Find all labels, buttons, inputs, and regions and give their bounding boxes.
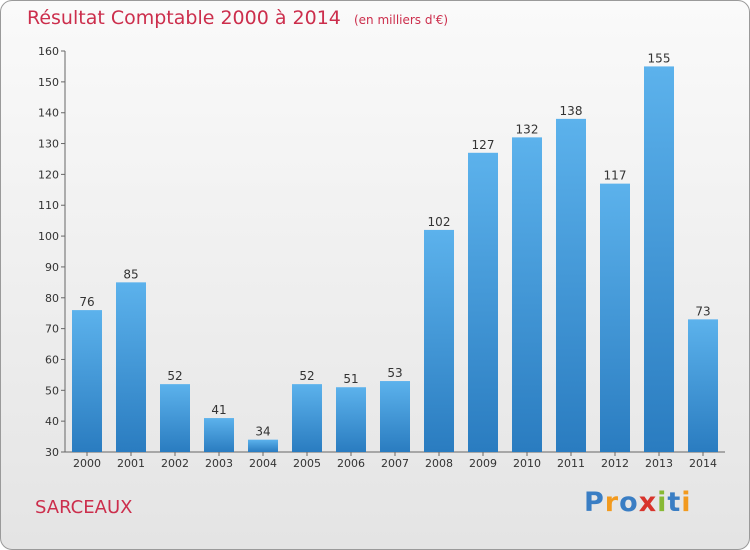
bar-value-label: 53 [387,366,402,380]
x-tick-label: 2006 [337,457,365,470]
bar-value-label: 102 [428,215,451,229]
y-tick-label: 140 [38,107,59,120]
city-name: SARCEAUX [35,497,133,518]
y-tick-label: 80 [45,292,59,305]
bar [292,384,322,452]
bar [116,282,146,452]
chart-title-block: Résultat Comptable 2000 à 2014 (en milli… [27,7,448,29]
y-tick-label: 100 [38,230,59,243]
bar [556,118,586,452]
y-tick-label: 50 [45,384,59,397]
bar-value-label: 34 [255,425,270,439]
bar-value-label: 155 [648,51,671,65]
bar-value-label: 41 [211,403,226,417]
bar-value-label: 52 [167,369,182,383]
x-tick-label: 2012 [601,457,629,470]
bar-value-label: 138 [560,104,583,118]
chart-subtitle: (en milliers d'€) [353,13,449,27]
bar-value-label: 117 [604,169,627,183]
x-tick-label: 2009 [469,457,497,470]
x-tick-label: 2013 [645,457,673,470]
x-tick-label: 2010 [513,457,541,470]
logo-letter: i [681,487,692,518]
y-tick-label: 40 [45,415,59,428]
bar-value-label: 73 [695,304,710,318]
x-tick-label: 2007 [381,457,409,470]
chart-title: Résultat Comptable 2000 à 2014 [27,7,341,29]
x-tick-label: 2005 [293,457,321,470]
bar-value-label: 52 [299,369,314,383]
bar-value-label: 76 [79,295,94,309]
bar [688,319,718,452]
y-tick-label: 160 [38,45,59,58]
x-tick-label: 2008 [425,457,453,470]
bar [72,310,102,452]
bar-value-label: 51 [343,372,358,386]
bar [512,137,542,452]
bar [468,152,498,453]
bar [424,229,454,452]
bar-value-label: 127 [472,138,495,152]
bar [644,66,674,452]
bar [380,381,410,452]
bar [336,387,366,452]
logo-letter: r [604,487,620,518]
y-tick-label: 150 [38,76,59,89]
y-tick-label: 90 [45,261,59,274]
bar-value-label: 85 [123,267,138,281]
x-tick-label: 2003 [205,457,233,470]
x-tick-label: 2000 [73,457,101,470]
bar-value-label: 132 [516,122,539,136]
x-tick-label: 2004 [249,457,277,470]
y-tick-label: 130 [38,138,59,151]
bar [160,384,190,452]
logo-letter: x [638,487,658,518]
logo-letter: o [619,487,639,518]
proxiti-logo: Proxiti [584,487,692,518]
bar [248,439,278,452]
y-tick-label: 60 [45,353,59,366]
y-tick-label: 30 [45,446,59,459]
x-tick-label: 2011 [557,457,585,470]
x-tick-label: 2014 [689,457,717,470]
logo-letter: i [657,487,668,518]
bar [600,183,630,452]
x-tick-label: 2002 [161,457,189,470]
y-tick-label: 70 [45,323,59,336]
y-tick-label: 110 [38,199,59,212]
bar [204,418,234,452]
x-tick-label: 2001 [117,457,145,470]
y-tick-label: 120 [38,168,59,181]
logo-letter: t [667,487,682,518]
logo-letter: P [584,487,605,518]
